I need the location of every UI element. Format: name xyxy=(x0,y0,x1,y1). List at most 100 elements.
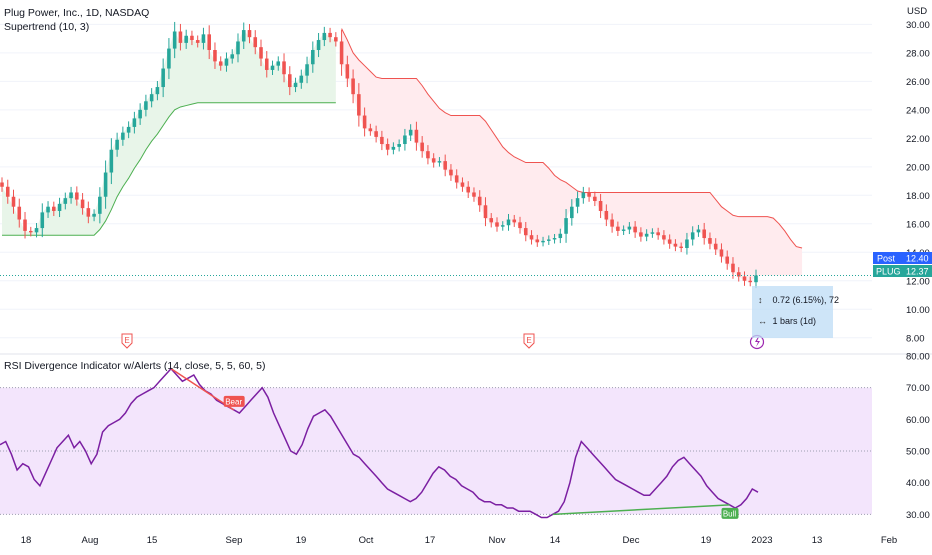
time-tick-label: 19 xyxy=(701,535,712,546)
candle-body xyxy=(610,219,614,227)
candle-body xyxy=(604,210,609,220)
bull-divergence-line xyxy=(552,504,730,516)
candle-body xyxy=(57,203,62,211)
bull-label-box xyxy=(721,507,739,519)
candle-body xyxy=(472,192,476,197)
candle-body xyxy=(288,74,292,88)
price-tick-label: 18.00 xyxy=(906,191,930,202)
candle-body xyxy=(299,75,304,83)
candle-body xyxy=(362,115,367,129)
earnings-marker: E xyxy=(523,333,535,349)
candle-body xyxy=(460,182,465,187)
candle-body xyxy=(570,206,574,219)
candle-body xyxy=(195,40,200,43)
candle-body xyxy=(52,206,56,211)
supertrend-up-fill xyxy=(2,30,336,236)
rsi-tick-label: 60.00 xyxy=(906,415,930,426)
measure-price-row: ↕ 0.72 (6.15%), 72 xyxy=(758,295,839,305)
candle-body xyxy=(633,226,637,233)
candle-body xyxy=(293,82,298,88)
candle-body xyxy=(328,32,332,38)
candle-body xyxy=(345,64,350,79)
measure-price-change: 0.72 (6.15%), 72 xyxy=(772,295,840,305)
candle-body xyxy=(403,135,407,145)
bear-divergence-line xyxy=(170,368,235,411)
measure-bars-row: ↔ 1 bars (1d) xyxy=(758,316,816,326)
price-tick-label: 22.00 xyxy=(906,134,930,145)
time-tick-label: 14 xyxy=(550,535,561,546)
candle-body xyxy=(587,192,591,197)
candle-body xyxy=(368,128,373,132)
time-tick-label: Aug xyxy=(82,535,99,546)
grid-lines xyxy=(0,23,872,339)
lightning-icon xyxy=(755,337,760,347)
candle-body xyxy=(426,151,430,159)
candle-body xyxy=(241,30,246,42)
candle-body xyxy=(357,94,361,116)
candle-body xyxy=(247,30,252,38)
candle-body xyxy=(63,198,68,204)
time-tick-label: Dec xyxy=(623,535,640,546)
price-range-icon: ↕ xyxy=(758,295,763,305)
candle-body xyxy=(98,196,102,214)
candle-body xyxy=(454,175,459,183)
candle-body xyxy=(564,218,568,234)
rsi-tick-label: 40.00 xyxy=(906,478,930,489)
candle-body xyxy=(627,226,632,230)
candle-body xyxy=(696,229,701,233)
candle-body xyxy=(224,58,229,66)
time-tick-label: 13 xyxy=(812,535,823,546)
candle-body xyxy=(679,246,683,249)
time-tick-label: 19 xyxy=(296,535,307,546)
candle-body xyxy=(489,218,494,223)
candle-body xyxy=(552,238,557,240)
candle-body xyxy=(731,263,735,273)
earnings-marker-label: E xyxy=(124,336,129,345)
price-tick-label: 28.00 xyxy=(906,48,930,59)
candle-body xyxy=(385,144,390,150)
candle-body xyxy=(685,239,689,249)
time-axis[interactable]: 18 Aug 15 Sep 19 Oct 17 Nov 14 Dec 19 2023 13 Feb xyxy=(21,535,897,546)
candle-body xyxy=(322,32,327,41)
price-candles xyxy=(0,21,758,289)
candle-body xyxy=(374,131,378,137)
candle-body xyxy=(713,243,718,250)
candle-body xyxy=(558,233,563,239)
candle-body xyxy=(23,219,27,231)
candle-body xyxy=(506,219,511,226)
symbol-title: Plug Power, Inc., 1D, NASDAQ xyxy=(4,7,150,19)
candle-body xyxy=(28,230,33,233)
candle-body xyxy=(40,212,45,229)
bull-label: Bull xyxy=(723,509,737,518)
candle-body xyxy=(253,37,258,48)
candle-body xyxy=(391,146,396,150)
candle-body xyxy=(420,142,424,152)
candle-body xyxy=(483,205,488,219)
candle-body xyxy=(80,199,85,209)
candle-body xyxy=(380,136,384,145)
measure-bars: 1 bars (1d) xyxy=(772,316,817,326)
supertrend-down-line xyxy=(341,28,803,249)
candle-body xyxy=(311,50,315,65)
candle-body xyxy=(667,239,672,244)
candle-body xyxy=(397,144,401,147)
candle-body xyxy=(431,158,436,163)
earnings-marker: E xyxy=(121,333,133,349)
candle-body xyxy=(500,225,505,227)
candle-body xyxy=(581,192,586,199)
candle-body xyxy=(529,235,534,240)
candle-body xyxy=(316,40,321,51)
candle-body xyxy=(673,243,678,247)
candle-body xyxy=(598,201,603,211)
supertrend-up-line xyxy=(2,102,336,236)
earnings-marker-shape xyxy=(121,333,133,349)
candle-body xyxy=(46,206,50,213)
main-legend: Plug Power, Inc., 1D, NASDAQ Supertrend … xyxy=(4,6,149,34)
bar-range-icon: ↔ xyxy=(758,316,767,326)
candle-body xyxy=(5,186,10,197)
candle-body xyxy=(155,87,160,95)
candle-body xyxy=(644,233,649,237)
time-tick-label: Sep xyxy=(226,535,243,546)
